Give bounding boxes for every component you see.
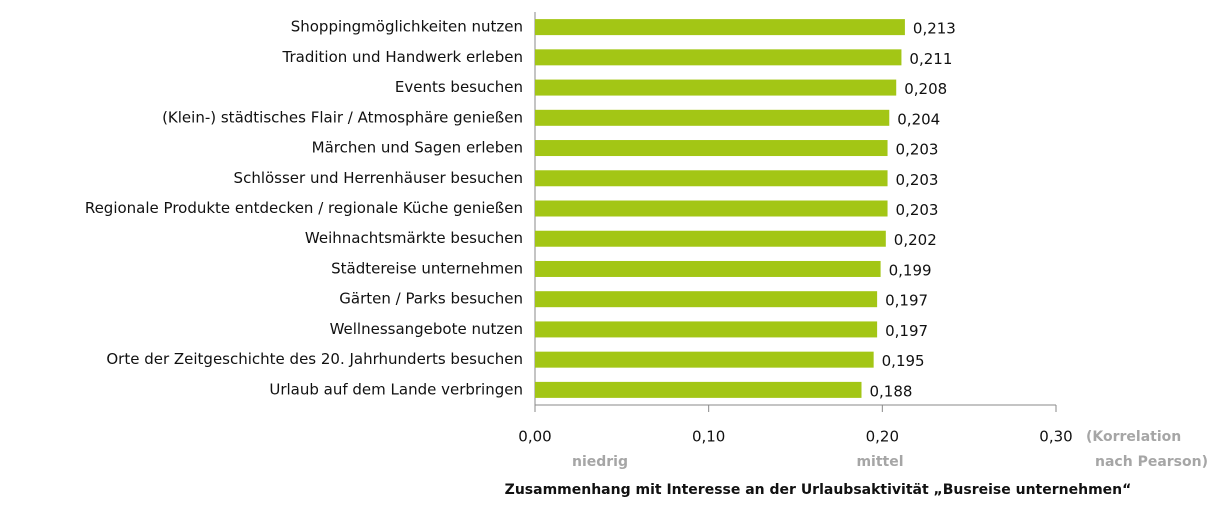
y-tick-label: Orte der Zeitgeschichte des 20. Jahrhund…: [106, 350, 523, 368]
value-label: 0,213: [913, 20, 956, 38]
value-label: 0,197: [885, 322, 928, 340]
y-tick-label: Tradition und Handwerk erleben: [282, 48, 523, 66]
x-tick-label: 0,20: [866, 428, 899, 446]
x-tick-label: 0,10: [692, 428, 725, 446]
bar: [535, 170, 888, 187]
value-label: 0,202: [894, 231, 937, 249]
value-label: 0,195: [882, 352, 925, 370]
bar: [535, 109, 890, 126]
bar: [535, 49, 902, 66]
bar: [535, 140, 888, 157]
x-axis-label: Zusammenhang mit Interesse an der Urlaub…: [505, 482, 1132, 498]
bar: [535, 291, 878, 308]
value-label: 0,203: [896, 171, 939, 189]
y-tick-label: Regionale Produkte entdecken / regionale…: [85, 199, 523, 217]
unit-label: (Korrelation: [1086, 429, 1181, 445]
bar: [535, 230, 886, 247]
value-label: 0,203: [896, 141, 939, 159]
x-tick-label: 0,30: [1039, 428, 1072, 446]
bar: [535, 260, 881, 277]
y-tick-label: Städtereise unternehmen: [331, 259, 523, 277]
value-label: 0,208: [904, 80, 947, 98]
y-tick-label: (Klein-) städtisches Flair / Atmosphäre …: [162, 108, 523, 126]
y-tick-label: Weihnachtsmärkte besuchen: [305, 229, 523, 247]
value-label: 0,199: [889, 261, 932, 279]
value-label: 0,203: [896, 201, 939, 219]
annotation: mittel: [856, 454, 903, 470]
y-tick-label: Wellnessangebote nutzen: [330, 320, 523, 338]
bar: [535, 19, 905, 36]
y-tick-label: Schlösser und Herrenhäuser besuchen: [234, 169, 523, 187]
value-label: 0,204: [897, 110, 940, 128]
annotation: niedrig: [572, 454, 628, 470]
bar: [535, 381, 862, 398]
value-label: 0,197: [885, 292, 928, 310]
bar: [535, 79, 897, 96]
value-label: 0,211: [909, 50, 952, 68]
y-tick-label: Gärten / Parks besuchen: [339, 290, 523, 308]
bar: [535, 200, 888, 217]
bar: [535, 321, 878, 338]
y-tick-label: Shoppingmöglichkeiten nutzen: [291, 18, 523, 36]
value-label: 0,188: [869, 382, 912, 400]
y-tick-label: Urlaub auf dem Lande verbringen: [269, 380, 523, 398]
unit-label: nach Pearson): [1095, 454, 1208, 470]
bar: [535, 351, 874, 368]
y-tick-label: Events besuchen: [395, 78, 523, 96]
x-tick-label: 0,00: [518, 428, 551, 446]
y-tick-label: Märchen und Sagen erleben: [312, 139, 523, 157]
